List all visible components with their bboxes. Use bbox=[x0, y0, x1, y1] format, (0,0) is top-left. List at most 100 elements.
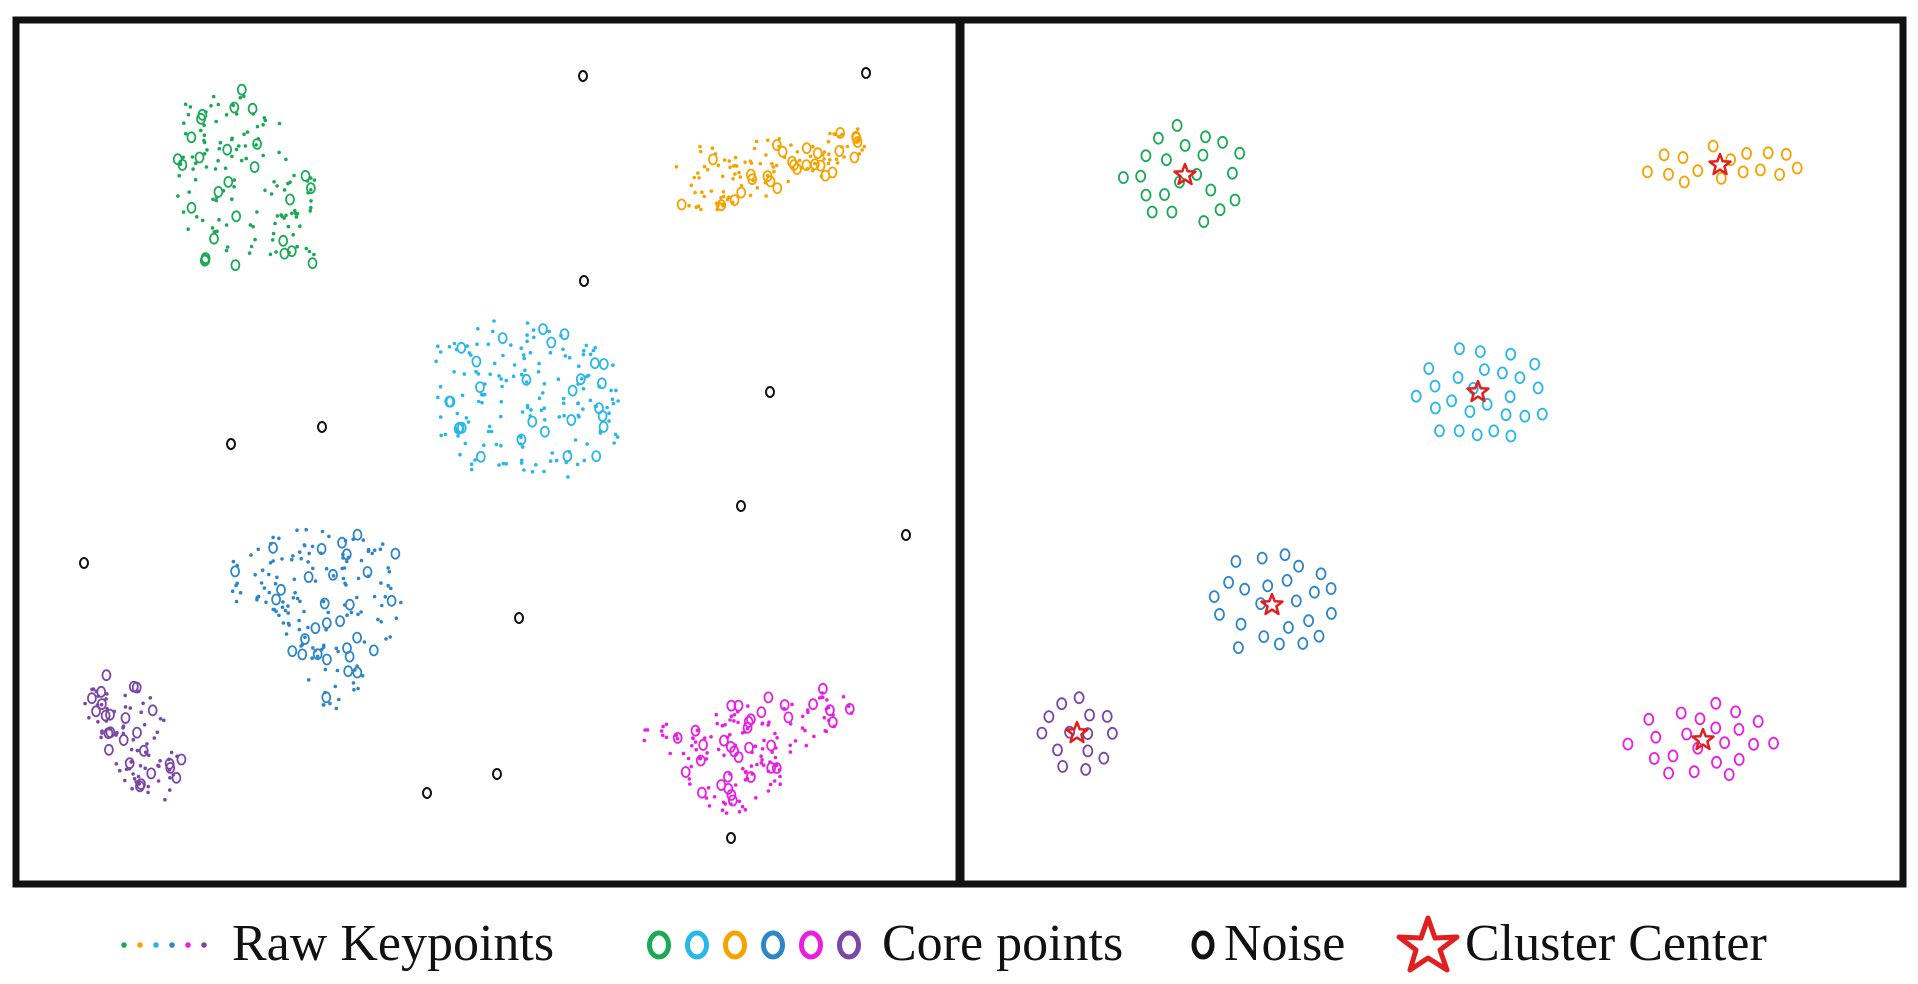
raw-keypoint bbox=[379, 581, 383, 585]
core-point bbox=[352, 631, 363, 644]
core-cluster-orange bbox=[1642, 139, 1803, 189]
raw-keypoint bbox=[788, 750, 793, 754]
raw-keypoint bbox=[297, 550, 302, 554]
raw-keypoint bbox=[295, 244, 300, 249]
raw-keypoint bbox=[295, 211, 300, 216]
raw-keypoint bbox=[232, 178, 237, 182]
raw-keypoint bbox=[749, 161, 754, 165]
raw-keypoint bbox=[256, 594, 261, 599]
core-point bbox=[344, 650, 355, 663]
raw-keypoint bbox=[564, 460, 568, 465]
core-point bbox=[1658, 148, 1670, 162]
raw-keypoint bbox=[306, 191, 310, 195]
raw-keypoint bbox=[274, 250, 278, 254]
core-point bbox=[252, 137, 263, 150]
raw-keypoint bbox=[295, 596, 300, 601]
core-points-swatch bbox=[647, 930, 861, 960]
raw-keypoint bbox=[687, 777, 692, 781]
raw-keypoint bbox=[259, 581, 264, 585]
raw-keypoint bbox=[313, 579, 318, 583]
core-points-label: Core points bbox=[882, 915, 1123, 972]
raw-keypoint bbox=[753, 744, 758, 748]
raw-keypoint bbox=[465, 344, 470, 348]
noise-point bbox=[492, 768, 502, 780]
raw-keypoint bbox=[501, 353, 505, 358]
raw-keypoint bbox=[827, 152, 831, 156]
core-point bbox=[1667, 749, 1679, 763]
raw-keypoint bbox=[800, 714, 805, 719]
raw-keypoint bbox=[550, 451, 554, 455]
raw-keypoint bbox=[221, 189, 226, 193]
raw-keypoint bbox=[799, 166, 803, 170]
core-point-ring-icon bbox=[799, 930, 823, 960]
raw-keypoint bbox=[607, 419, 611, 423]
core-point bbox=[247, 102, 258, 115]
core-point bbox=[771, 139, 782, 151]
core-point bbox=[456, 341, 467, 354]
core-point bbox=[777, 145, 788, 158]
core-point bbox=[471, 355, 482, 368]
raw-keypoint bbox=[389, 586, 393, 591]
core-point bbox=[1080, 763, 1092, 776]
raw-keypoint bbox=[519, 346, 523, 351]
core-point bbox=[1710, 696, 1722, 710]
core-point bbox=[316, 543, 327, 555]
raw-keypoint bbox=[855, 138, 859, 143]
core-cluster-cyan bbox=[1410, 342, 1548, 443]
raw-keypoint bbox=[213, 167, 218, 171]
core-point bbox=[725, 741, 736, 753]
raw-keypoint bbox=[732, 713, 737, 717]
raw-keypoint bbox=[312, 178, 317, 182]
core-point bbox=[1694, 712, 1706, 726]
raw-keypoint bbox=[211, 197, 215, 202]
core-point bbox=[171, 771, 182, 784]
raw-keypoint bbox=[581, 407, 585, 411]
raw-keypoint bbox=[158, 759, 162, 763]
raw-keypoint bbox=[202, 133, 207, 137]
raw-keypoint bbox=[460, 393, 465, 398]
raw-keypoint bbox=[143, 766, 147, 770]
raw-keypoint bbox=[762, 738, 766, 743]
raw-keypoint bbox=[321, 643, 326, 648]
raw-keypoint bbox=[607, 411, 611, 416]
raw-keypoint bbox=[361, 538, 366, 542]
core-point bbox=[766, 761, 777, 774]
raw-keypoint-dot bbox=[185, 942, 191, 948]
raw-keypoint bbox=[497, 374, 501, 378]
core-point bbox=[1733, 723, 1745, 736]
core-point bbox=[1234, 146, 1246, 160]
raw-keypoint bbox=[291, 554, 295, 558]
raw-keypoint-dot bbox=[169, 942, 175, 948]
core-point bbox=[590, 357, 600, 370]
raw-keypoint bbox=[292, 577, 297, 582]
raw-keypoint bbox=[714, 712, 719, 717]
core-point bbox=[177, 158, 188, 171]
raw-keypoint bbox=[359, 610, 363, 614]
raw-keypoint bbox=[721, 194, 726, 199]
core-point bbox=[598, 420, 609, 433]
raw-keypoint bbox=[566, 475, 570, 479]
core-point bbox=[456, 421, 467, 434]
core-point bbox=[1430, 401, 1441, 415]
raw-keypoint bbox=[362, 640, 367, 644]
raw-keypoint bbox=[736, 720, 740, 725]
raw-keypoint bbox=[715, 721, 719, 726]
core-point bbox=[1325, 582, 1337, 595]
core-point bbox=[771, 762, 782, 774]
raw-keypoint bbox=[224, 113, 229, 117]
core-point bbox=[1737, 165, 1749, 179]
raw-keypoint bbox=[808, 154, 813, 159]
core-point bbox=[852, 136, 863, 148]
raw-keypoint bbox=[722, 158, 727, 162]
core-point bbox=[1198, 215, 1210, 228]
raw-keypoint bbox=[548, 459, 553, 463]
raw-keypoint bbox=[268, 252, 273, 257]
raw-keypoint bbox=[281, 600, 285, 604]
raw-keypoint bbox=[822, 150, 827, 154]
core-point bbox=[575, 373, 586, 386]
raw-keypoint bbox=[759, 761, 764, 765]
core-point bbox=[827, 716, 838, 728]
raw-keypoint bbox=[554, 458, 559, 463]
raw-keypoint bbox=[582, 348, 586, 353]
